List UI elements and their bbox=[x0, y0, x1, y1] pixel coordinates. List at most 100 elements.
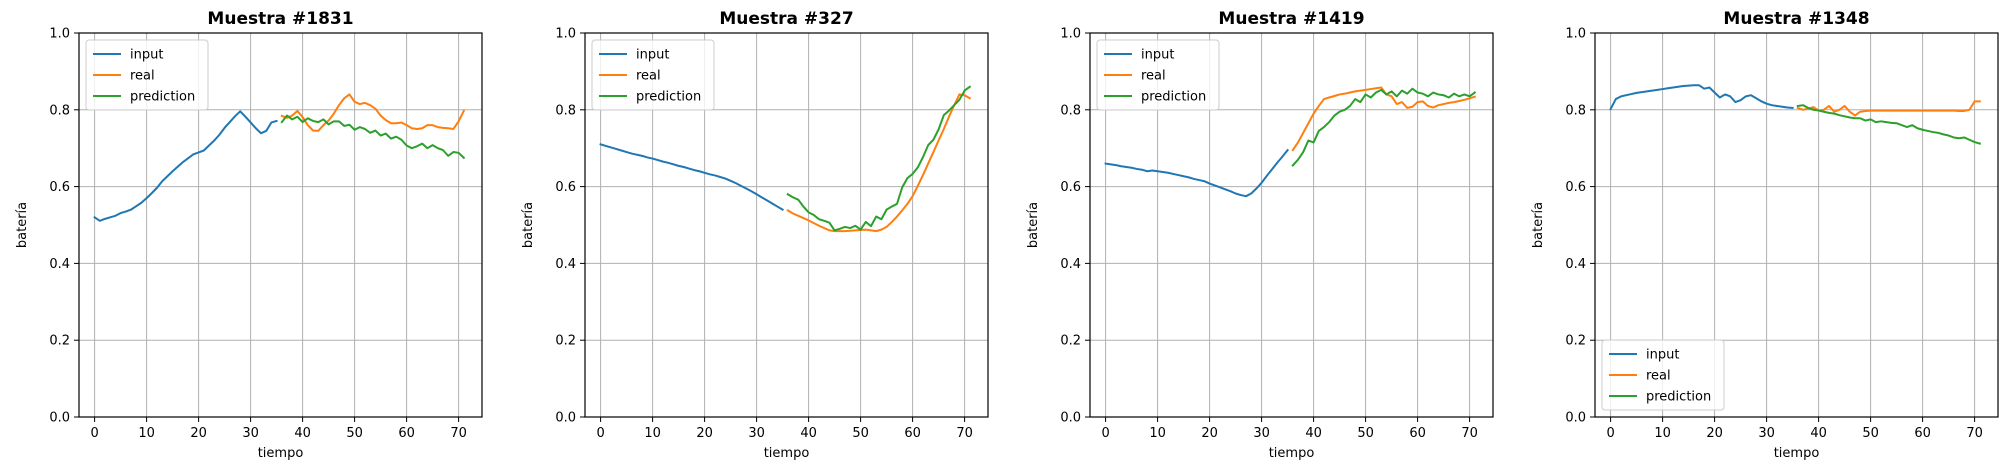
legend-label-input: input bbox=[1646, 348, 1679, 363]
x-tick-label: 20 bbox=[1201, 426, 1218, 441]
legend: input real prediction bbox=[1601, 339, 1725, 411]
legend-label-input: input bbox=[130, 48, 163, 63]
x-tick-label: 30 bbox=[242, 426, 259, 441]
y-axis-label: batería bbox=[1531, 202, 1546, 248]
x-axis-label: tiempo bbox=[258, 446, 304, 461]
x-tick-label: 70 bbox=[1461, 426, 1478, 441]
series-line-real bbox=[1796, 100, 1981, 117]
legend-box bbox=[85, 39, 209, 111]
series-line-input bbox=[93, 110, 278, 222]
x-tick-label: 50 bbox=[346, 426, 363, 441]
x-tick-label: 70 bbox=[1966, 426, 1983, 441]
series-line-prediction bbox=[280, 114, 466, 160]
series-line-input bbox=[599, 143, 784, 212]
x-tick-label: 30 bbox=[748, 426, 765, 441]
x-tick-label: 70 bbox=[956, 426, 973, 441]
x-tick-label: 20 bbox=[696, 426, 713, 441]
series-line-real bbox=[280, 93, 466, 132]
chart-title: Muestra #1348 bbox=[1723, 9, 1869, 29]
series-line-input bbox=[1609, 84, 1794, 111]
y-tick-label: 0.0 bbox=[1565, 411, 1586, 426]
legend-label-prediction: prediction bbox=[130, 90, 195, 105]
y-tick-label: 0.8 bbox=[1565, 103, 1586, 118]
x-tick-label: 40 bbox=[1810, 426, 1827, 441]
y-axis-label: batería bbox=[1026, 202, 1041, 248]
x-tick-label: 50 bbox=[852, 426, 869, 441]
y-tick-label: 0.8 bbox=[1060, 103, 1081, 118]
legend-label-real: real bbox=[1141, 69, 1166, 84]
y-tick-label: 0.8 bbox=[555, 103, 576, 118]
y-axis-label: batería bbox=[15, 202, 30, 248]
x-tick-label: 70 bbox=[450, 426, 467, 441]
y-tick-label: 0.0 bbox=[1060, 411, 1081, 426]
legend-label-real: real bbox=[636, 69, 661, 84]
y-tick-label: 0.6 bbox=[49, 180, 70, 195]
y-tick-label: 1.0 bbox=[1060, 27, 1081, 42]
x-tick-label: 40 bbox=[800, 426, 817, 441]
y-tick-label: 0.0 bbox=[49, 411, 70, 426]
legend: input real prediction bbox=[1096, 39, 1220, 111]
legend-label-input: input bbox=[1141, 48, 1174, 63]
x-tick-label: 10 bbox=[138, 426, 155, 441]
y-tick-label: 0.4 bbox=[1060, 257, 1081, 272]
legend-label-real: real bbox=[1646, 369, 1671, 384]
subplot-3: 0 10 20 30 40 50 60 70 0.0 0.2 0.4 0.6 0.8 1.0 Muestra… bbox=[1026, 9, 1494, 461]
legend-label-prediction: prediction bbox=[1646, 390, 1711, 405]
legend: input real prediction bbox=[591, 39, 715, 111]
y-tick-label: 0.4 bbox=[555, 257, 576, 272]
y-tick-label: 0.6 bbox=[1565, 180, 1586, 195]
x-tick-label: 0 bbox=[596, 426, 604, 441]
x-tick-label: 10 bbox=[644, 426, 661, 441]
y-tick-label: 0.4 bbox=[49, 257, 70, 272]
x-tick-label: 50 bbox=[1357, 426, 1374, 441]
x-tick-label: 0 bbox=[90, 426, 98, 441]
subplots: 0 10 20 30 40 50 60 70 0.0 0.2 0.4 0.6 0.8 1.0 Muestra… bbox=[15, 9, 1999, 461]
y-tick-label: 0.2 bbox=[49, 334, 70, 349]
axes-frame bbox=[78, 32, 483, 418]
axes-frame bbox=[1594, 32, 1999, 418]
legend-box bbox=[591, 39, 715, 111]
x-tick-label: 20 bbox=[190, 426, 207, 441]
chart-title: Muestra #1419 bbox=[1218, 9, 1364, 29]
y-tick-label: 0.6 bbox=[1060, 180, 1081, 195]
x-tick-label: 10 bbox=[1654, 426, 1671, 441]
x-tick-label: 60 bbox=[904, 426, 921, 441]
legend-label-prediction: prediction bbox=[1141, 90, 1206, 105]
x-tick-label: 30 bbox=[1758, 426, 1775, 441]
series-line-prediction bbox=[1291, 87, 1477, 167]
legend-box bbox=[1601, 339, 1725, 411]
x-tick-label: 60 bbox=[1409, 426, 1426, 441]
legend: input real prediction bbox=[85, 39, 209, 111]
x-tick-label: 40 bbox=[294, 426, 311, 441]
y-tick-label: 0.8 bbox=[49, 103, 70, 118]
x-axis-label: tiempo bbox=[1774, 446, 1820, 461]
x-axis-label: tiempo bbox=[764, 446, 810, 461]
y-tick-label: 0.2 bbox=[1565, 334, 1586, 349]
legend-label-input: input bbox=[636, 48, 669, 63]
y-tick-label: 0.2 bbox=[1060, 334, 1081, 349]
chart-title: Muestra #1831 bbox=[207, 9, 353, 29]
y-tick-label: 0.6 bbox=[555, 180, 576, 195]
x-tick-label: 30 bbox=[1253, 426, 1270, 441]
x-tick-label: 60 bbox=[1914, 426, 1931, 441]
y-tick-label: 1.0 bbox=[49, 27, 70, 42]
x-tick-label: 50 bbox=[1862, 426, 1879, 441]
x-tick-label: 10 bbox=[1149, 426, 1166, 441]
x-tick-label: 20 bbox=[1706, 426, 1723, 441]
subplot-1: 0 10 20 30 40 50 60 70 0.0 0.2 0.4 0.6 0.8 1.0 Muestra… bbox=[15, 9, 483, 461]
legend-box bbox=[1096, 39, 1220, 111]
legend-label-prediction: prediction bbox=[636, 90, 701, 105]
axes-frame bbox=[584, 32, 989, 418]
series-line-input bbox=[1104, 148, 1290, 198]
chart-title: Muestra #327 bbox=[719, 9, 853, 29]
series-line-prediction bbox=[1796, 104, 1982, 145]
x-tick-label: 0 bbox=[1101, 426, 1109, 441]
subplot-4: 0 10 20 30 40 50 60 70 0.0 0.2 0.4 0.6 0.8 1.0 Muestra… bbox=[1531, 9, 1999, 461]
x-axis-label: tiempo bbox=[1269, 446, 1315, 461]
y-tick-label: 1.0 bbox=[1565, 27, 1586, 42]
x-tick-label: 60 bbox=[398, 426, 415, 441]
series-line-real bbox=[786, 93, 972, 233]
x-tick-label: 40 bbox=[1305, 426, 1322, 441]
series-line-prediction bbox=[786, 85, 972, 232]
